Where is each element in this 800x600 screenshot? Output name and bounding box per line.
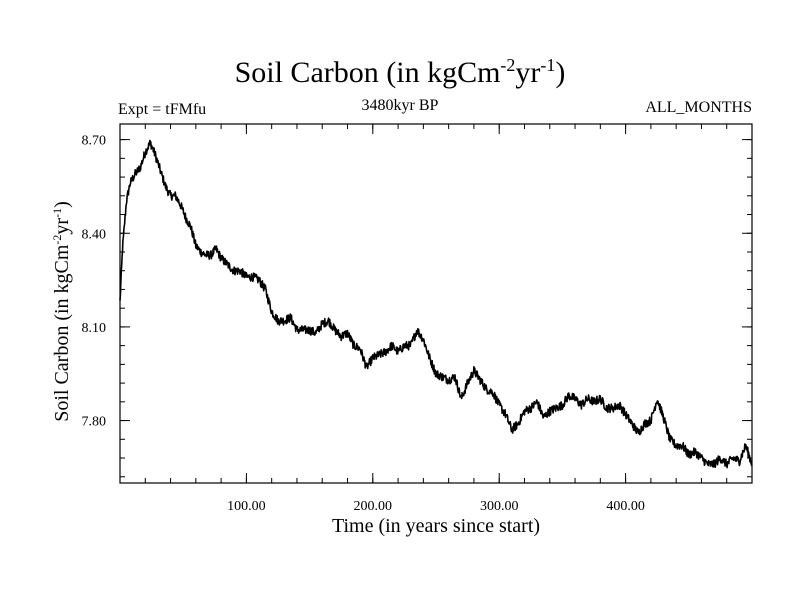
x-tick-label: 100.00 xyxy=(227,499,266,514)
x-axis-title: Time (in years since start) xyxy=(332,515,540,537)
chart-title: Soil Carbon (in kgCm-2yr-1) xyxy=(234,55,566,89)
x-tick-label: 300.00 xyxy=(480,499,519,514)
x-tick-label: 400.00 xyxy=(606,499,645,514)
experiment-label: Expt = tFMfu xyxy=(118,101,207,118)
series-layer xyxy=(119,139,753,469)
y-axis-title: Soil Carbon (in kgCm-2yr-1) xyxy=(50,201,73,422)
period-label: 3480kyr BP xyxy=(361,97,439,114)
y-tick-label: 8.70 xyxy=(82,134,107,149)
series-line xyxy=(119,139,753,469)
y-tick-label: 8.40 xyxy=(82,227,107,242)
y-tick-label: 7.80 xyxy=(82,415,107,430)
x-tick-label: 200.00 xyxy=(354,499,393,514)
months-label: ALL_MONTHS xyxy=(645,99,752,116)
y-tick-label: 8.10 xyxy=(82,321,107,336)
axis-ticks: 100.00 200.00 300.00 400.00 7.80 8.10 8.40 8.70 xyxy=(82,124,752,514)
plot-frame xyxy=(119,123,753,484)
